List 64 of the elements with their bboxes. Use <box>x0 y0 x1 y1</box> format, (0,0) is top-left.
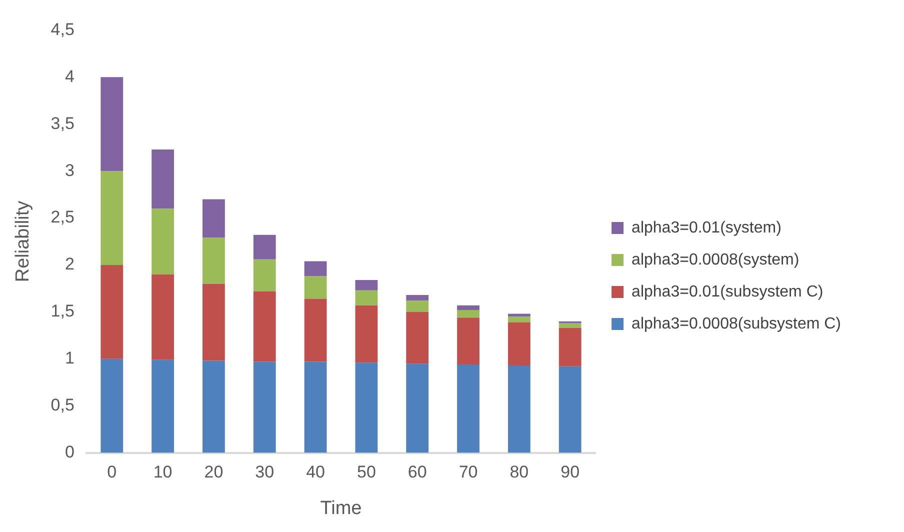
bar <box>406 300 429 312</box>
x-tick-label: 0 <box>107 462 117 482</box>
y-tick-label: 1 <box>64 348 74 368</box>
x-tick-label: 70 <box>458 462 478 482</box>
bar <box>152 274 174 360</box>
bar <box>457 318 480 365</box>
bar <box>355 290 378 306</box>
bar <box>152 360 174 453</box>
y-tick-label: 3,5 <box>50 114 74 133</box>
bar <box>100 264 124 359</box>
bar <box>355 280 378 290</box>
legend-label: alpha3=0.0008(subsystem C) <box>632 315 841 332</box>
x-tick-label: 50 <box>356 462 376 482</box>
bar <box>558 328 582 366</box>
y-tick-label: 1,5 <box>50 302 74 321</box>
bar <box>253 234 276 260</box>
legend-label: alpha3=0.0008(system) <box>632 251 800 268</box>
bar <box>406 295 429 301</box>
bar <box>202 360 225 453</box>
bar <box>304 362 327 453</box>
bar <box>152 149 174 209</box>
bar <box>100 77 124 172</box>
legend-label: alpha3=0.01(subsystem C) <box>632 283 824 300</box>
bar <box>100 358 124 453</box>
bar <box>152 208 174 274</box>
bar <box>202 238 225 284</box>
bar <box>355 362 378 453</box>
bar <box>253 362 276 453</box>
bar <box>406 312 429 364</box>
bar <box>558 366 582 453</box>
bar <box>202 199 225 238</box>
bar <box>558 323 582 328</box>
bar <box>253 291 276 362</box>
y-tick-label: 0,5 <box>50 396 74 415</box>
bar <box>304 261 327 276</box>
x-tick-label: 10 <box>153 462 172 482</box>
bar <box>253 259 276 292</box>
y-tick-label: 4 <box>64 66 74 86</box>
bar <box>508 365 530 453</box>
y-axis-title: Reliability <box>12 200 34 282</box>
bar <box>304 276 327 299</box>
x-tick-label: 40 <box>306 462 325 482</box>
y-tick-label: 2,5 <box>50 208 74 227</box>
x-tick-label: 80 <box>510 462 529 482</box>
y-tick-label: 2 <box>64 254 74 274</box>
bar <box>457 310 480 318</box>
bar <box>457 364 480 453</box>
bar <box>508 322 530 366</box>
y-tick-label: 3 <box>64 160 74 180</box>
x-axis-title: Time <box>320 498 362 519</box>
bar <box>457 305 480 310</box>
bar <box>304 298 327 362</box>
x-tick-label: 30 <box>255 462 274 482</box>
bar <box>202 284 225 361</box>
bar <box>508 316 530 322</box>
bar <box>100 171 124 265</box>
x-tick-label: 90 <box>560 462 580 482</box>
bar <box>355 305 378 363</box>
bar <box>406 364 429 453</box>
y-tick-label: 4,5 <box>50 20 74 39</box>
x-tick-label: 20 <box>204 462 224 482</box>
legend-label: alpha3=0.01(system) <box>632 219 782 236</box>
x-tick-label: 60 <box>408 462 427 482</box>
y-tick-label: 0 <box>64 442 74 462</box>
